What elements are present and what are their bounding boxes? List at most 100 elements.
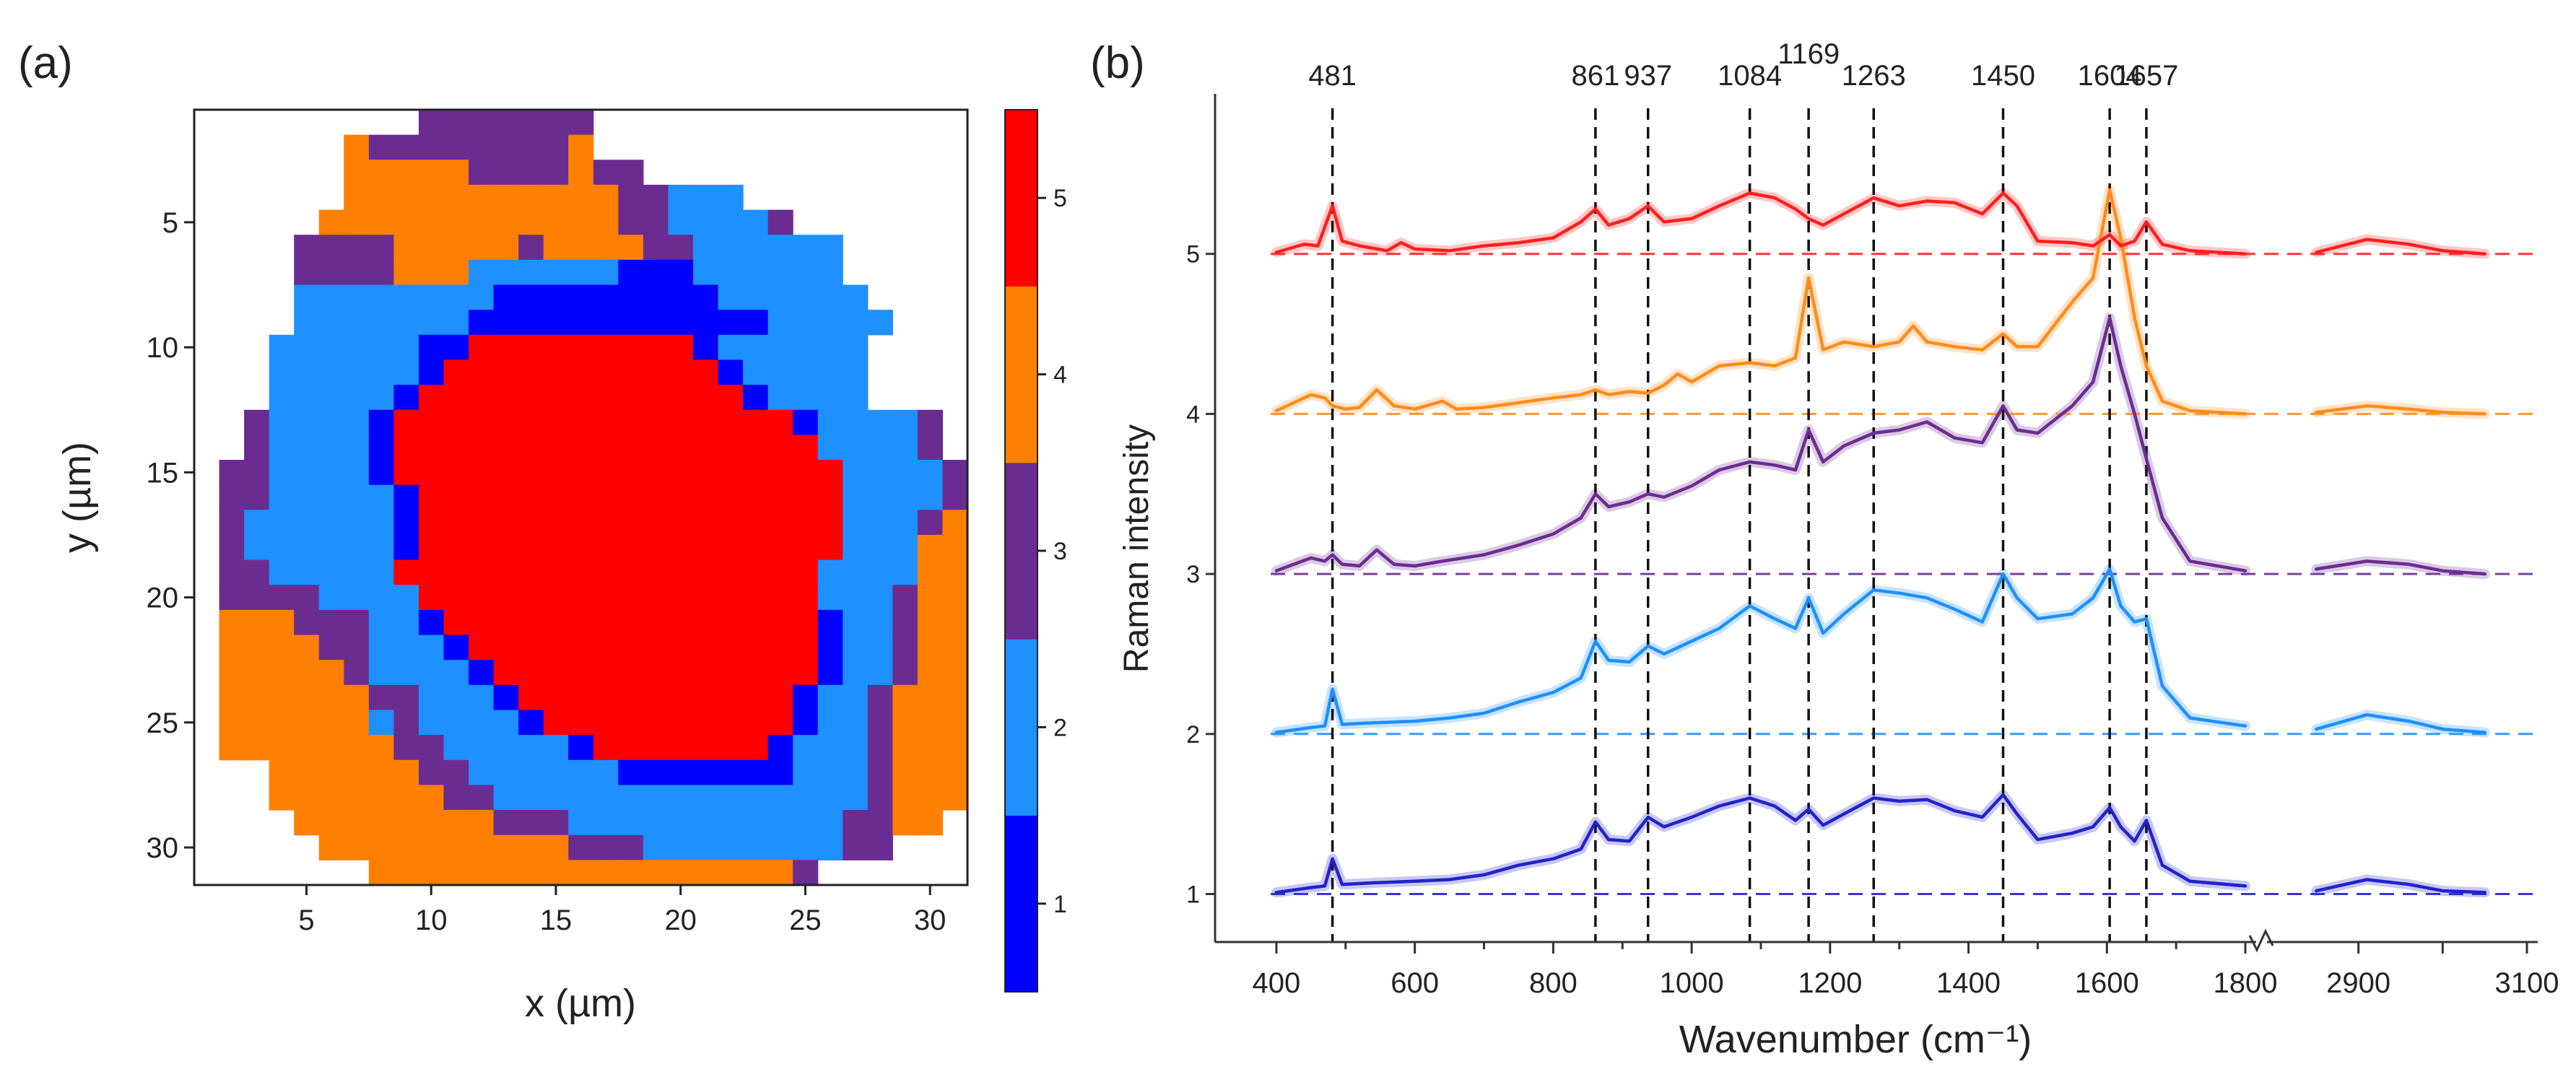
cluster-cell <box>793 435 819 461</box>
cluster-cell <box>843 559 869 585</box>
cluster-cell <box>518 235 544 261</box>
cluster-cell <box>418 759 445 786</box>
cluster-cell <box>718 259 744 286</box>
cluster-cell <box>443 710 469 736</box>
cluster-cell <box>493 585 519 611</box>
cluster-cell <box>518 359 544 385</box>
cluster-cell <box>318 585 344 611</box>
cluster-cell <box>692 834 719 860</box>
cluster-cell <box>618 759 644 786</box>
cluster-cell <box>443 810 469 836</box>
cluster-cell <box>393 510 419 536</box>
cluster-cell <box>368 585 394 611</box>
cluster-cell <box>294 385 320 411</box>
cluster-cell <box>843 510 869 536</box>
cluster-cell <box>692 635 719 660</box>
cluster-cell <box>469 385 495 411</box>
cluster-cell <box>917 435 944 461</box>
cluster-cell <box>393 785 419 811</box>
cluster-cell <box>593 559 619 585</box>
cluster-cell <box>618 460 644 486</box>
cluster-cell <box>294 559 320 585</box>
cluster-cell <box>294 759 320 786</box>
cluster-cell <box>318 635 344 660</box>
cluster-cell <box>469 635 495 660</box>
cluster-cell <box>892 585 918 611</box>
cluster-cell <box>344 759 370 786</box>
cluster-cell <box>244 435 270 461</box>
cluster-cell <box>593 334 619 361</box>
cluster-cell <box>593 785 619 811</box>
cluster-cell <box>543 484 569 510</box>
cluster-cell <box>418 359 445 385</box>
cluster-cell <box>393 534 419 561</box>
cluster-cell <box>867 435 893 461</box>
cluster-cell <box>618 635 644 660</box>
cluster-cell <box>743 534 769 561</box>
cluster-cell <box>393 160 419 186</box>
cluster-cell <box>493 609 519 636</box>
cluster-cell <box>793 785 819 811</box>
cluster-map-cells <box>219 110 968 886</box>
cluster-cell <box>443 834 469 860</box>
cluster-cell <box>418 259 445 286</box>
cluster-cell <box>668 834 694 860</box>
cluster-cell <box>942 710 968 736</box>
cluster-cell <box>393 484 419 510</box>
cluster-cell <box>767 660 793 686</box>
cluster-cell <box>368 559 394 585</box>
x-tick-label: 1400 <box>1936 967 2001 999</box>
cluster-cell <box>668 609 694 636</box>
cluster-cell <box>443 359 469 385</box>
cluster-cell <box>393 684 419 711</box>
cluster-cell <box>344 834 370 860</box>
cluster-cell <box>368 834 394 860</box>
cluster-cell <box>793 735 819 761</box>
cluster-cell <box>518 110 544 136</box>
cluster-cell <box>418 484 445 510</box>
cluster-cell <box>817 684 843 711</box>
cluster-cell <box>368 409 394 435</box>
cluster-cell <box>568 585 594 611</box>
cluster-cell <box>692 710 719 736</box>
cluster-cell <box>692 334 719 361</box>
cluster-cell <box>917 759 944 786</box>
cluster-cell <box>393 460 419 486</box>
peak-marker-label: 481 <box>1308 60 1357 92</box>
spectrum-line <box>2315 712 2486 734</box>
cluster-cell <box>793 484 819 510</box>
cluster-cell <box>368 134 394 160</box>
colorbar-tick-label: 3 <box>1053 538 1067 565</box>
cluster-cell <box>518 810 544 836</box>
cluster-cell <box>843 359 869 385</box>
cluster-cell <box>867 559 893 585</box>
cluster-cell <box>767 284 793 310</box>
cluster-cell <box>892 609 918 636</box>
cluster-cell <box>443 484 469 510</box>
cluster-cell <box>294 710 320 736</box>
cluster-cell <box>469 785 495 811</box>
cluster-cell <box>892 810 918 836</box>
cluster-cell <box>219 534 245 561</box>
x-axis-title: x (µm) <box>525 982 636 1025</box>
cluster-cell <box>618 235 644 261</box>
cluster-cell <box>269 385 295 411</box>
cluster-cell <box>817 559 843 585</box>
cluster-cell <box>368 759 394 786</box>
cluster-cell <box>294 635 320 660</box>
y-tick-label: 3 <box>1186 561 1200 588</box>
cluster-cell <box>443 684 469 711</box>
cluster-cell <box>568 409 594 435</box>
cluster-cell <box>368 184 394 211</box>
cluster-cell <box>318 235 344 261</box>
cluster-cell <box>393 759 419 786</box>
cluster-cell <box>418 110 445 136</box>
cluster-cell <box>469 585 495 611</box>
cluster-cell <box>718 684 744 711</box>
cluster-cell <box>368 235 394 261</box>
cluster-cell <box>493 534 519 561</box>
cluster-cell <box>867 684 893 711</box>
cluster-cell <box>618 259 644 286</box>
cluster-cell <box>793 860 819 886</box>
cluster-cell <box>543 534 569 561</box>
